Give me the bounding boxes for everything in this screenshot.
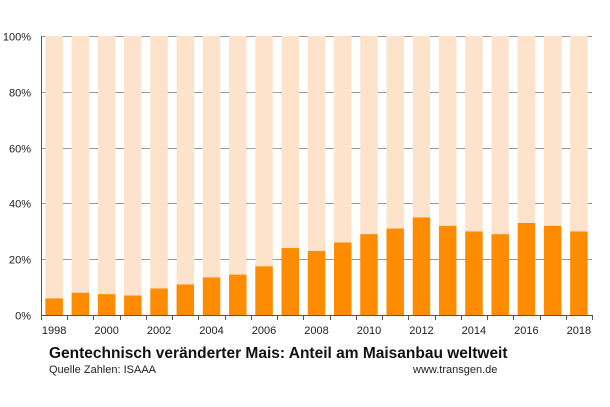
bar-gm-share [229,274,247,315]
bar-gm-share [150,288,168,315]
bar-gm-share [176,284,195,315]
x-tick-label: 2000 [94,325,118,337]
bar-gm-share [333,242,352,315]
bar-remainder [255,36,273,267]
x-tick-label: 2008 [304,325,328,337]
bar-remainder [386,36,404,229]
bar-remainder [543,36,562,226]
bar-gm-share [255,266,273,315]
bar-gm-share [124,295,142,315]
bar-remainder [517,36,536,223]
bar-remainder [412,36,431,218]
x-tick-label: 1998 [42,325,66,337]
bar-gm-share [438,225,457,315]
bar-remainder [491,36,509,235]
bar-remainder [465,36,483,232]
bar-remainder [97,36,116,295]
bar-gm-share [570,231,588,315]
bar-remainder [229,36,247,275]
bar-gm-share [517,222,536,315]
x-tick-label: 2018 [567,325,591,337]
bar-gm-share [412,217,431,315]
bar-remainder [307,36,326,251]
bar-gm-share [97,294,116,315]
bar-gm-share [307,250,326,315]
bar-gm-share [491,234,509,315]
bar-gm-share [45,298,63,315]
bar-gm-share [543,225,562,315]
x-tick-label: 2010 [357,325,381,337]
bar-remainder [45,36,63,299]
bar-gm-share [71,292,90,315]
y-tick-label: 60% [9,144,31,156]
bar-remainder [570,36,588,232]
bar-gm-share [386,228,404,315]
bar-remainder [71,36,90,293]
y-tick-label: 100% [3,32,31,44]
bar-remainder [333,36,352,243]
bar-remainder [360,36,378,235]
x-tick-label: 2006 [252,325,276,337]
bar-gm-share [465,231,483,315]
x-tick-label: 2002 [147,325,171,337]
x-tick-label: 2016 [514,325,538,337]
source-note: Quelle Zahlen: ISAAA [49,364,157,376]
bar-gm-share [360,234,378,315]
bar-remainder [176,36,195,285]
y-tick-label: 0% [15,311,31,323]
website-note: www.transgen.de [413,364,498,376]
chart-title: Gentechnisch veränderter Mais: Anteil am… [49,345,508,362]
x-tick-label: 2014 [462,325,486,337]
bar-remainder [438,36,457,226]
x-tick-label: 2004 [199,325,223,337]
bar-remainder [202,36,221,278]
x-tick-label: 2012 [409,325,433,337]
bar-remainder [281,36,300,249]
y-tick-label: 40% [9,199,31,211]
bar-gm-share [281,248,300,315]
y-tick-label: 20% [9,255,31,267]
bar-remainder [150,36,168,289]
bar-remainder [124,36,142,296]
y-tick-label: 80% [9,88,31,100]
bar-gm-share [202,277,221,315]
